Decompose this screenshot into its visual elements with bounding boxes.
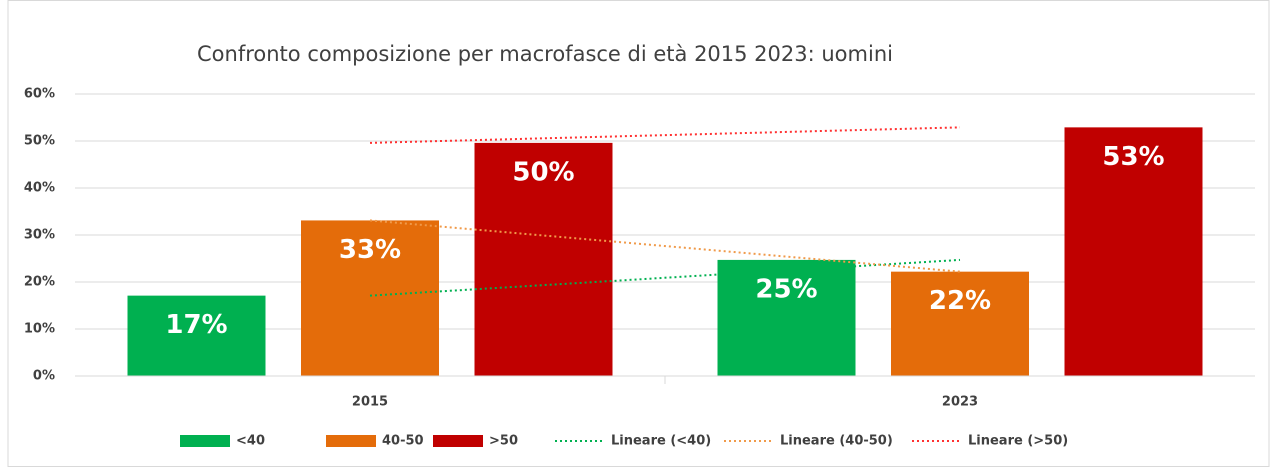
trendline xyxy=(369,126,961,144)
trendline xyxy=(369,258,961,297)
bar xyxy=(891,271,1029,376)
chart-border xyxy=(7,0,1270,467)
data-label: 17% xyxy=(165,310,227,340)
data-label: 33% xyxy=(339,235,401,265)
x-tick-label: 2015 xyxy=(352,395,388,410)
legend-label: Lineare (40-50) xyxy=(780,434,893,449)
trendline xyxy=(369,219,961,273)
bar xyxy=(127,295,266,376)
data-label: 53% xyxy=(1102,142,1164,172)
data-label: 50% xyxy=(512,157,574,187)
data-label: 22% xyxy=(929,286,991,316)
legend-swatch xyxy=(326,435,376,447)
legend-swatch xyxy=(180,435,230,447)
bar xyxy=(301,220,439,376)
y-tick-label: 20% xyxy=(24,275,55,290)
bar xyxy=(1064,127,1203,377)
x-tick-label: 2023 xyxy=(942,395,978,410)
legend-swatch xyxy=(433,435,483,447)
legend-label: <40 xyxy=(236,434,265,449)
y-tick-label: 30% xyxy=(24,228,55,243)
legend-label: Lineare (<40) xyxy=(611,434,711,449)
y-tick-label: 50% xyxy=(24,134,55,149)
legend-label: 40-50 xyxy=(382,434,424,449)
legend-label: >50 xyxy=(489,434,518,449)
y-tick-label: 0% xyxy=(33,369,55,384)
bar xyxy=(474,142,613,376)
chart-title: Confronto composizione per macrofasce di… xyxy=(197,42,893,66)
y-tick-label: 10% xyxy=(24,322,55,337)
y-tick-label: 60% xyxy=(24,87,55,102)
y-tick-label: 40% xyxy=(24,181,55,196)
bar xyxy=(717,259,856,376)
legend-label: Lineare (>50) xyxy=(968,434,1068,449)
data-label: 25% xyxy=(755,274,817,304)
